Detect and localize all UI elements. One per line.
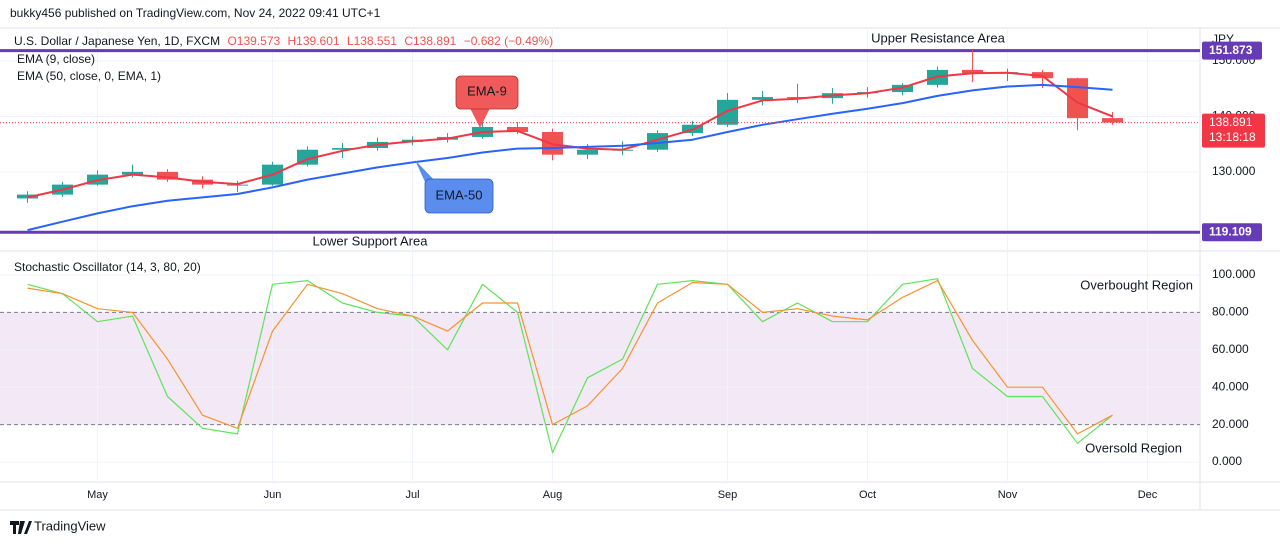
brand: TradingView: [10, 518, 106, 534]
quote: −0.682 (−0.49%): [463, 34, 554, 48]
callout-pointer: [415, 160, 436, 182]
y-tick-label: 0.000: [1212, 454, 1242, 468]
publish-note: bukky456 published on TradingView.com, N…: [10, 6, 381, 20]
candle-body: [752, 97, 773, 100]
brand-logo: [10, 521, 32, 534]
callout-ema50: EMA-50: [415, 160, 494, 214]
y-tick-label: 130.000: [1212, 164, 1256, 178]
x-tick-label: Jun: [264, 489, 282, 501]
y-tick-label: 40.000: [1212, 379, 1249, 393]
candle-body: [577, 149, 598, 155]
level-tag: [1202, 223, 1262, 242]
region-annotation: Overbought Region: [1080, 277, 1193, 292]
legend-entry: EMA (9, close): [17, 52, 96, 66]
candle-body: [122, 171, 143, 175]
last-price-tag: [1202, 113, 1265, 148]
x-tick-label: Sep: [718, 489, 738, 501]
countdown-label: 13:18:18: [1209, 130, 1256, 144]
level-tag-label: 119.109: [1209, 224, 1252, 238]
ema-line: [27, 83, 1113, 232]
candle-body: [227, 184, 248, 186]
plot: [0, 49, 1200, 454]
callout-pointer: [470, 108, 490, 128]
candle-body: [157, 171, 178, 180]
y-tick-label: 100.000: [1212, 267, 1256, 281]
level-annotation: Lower Support Area: [313, 233, 429, 248]
y-tick-label: 80.000: [1212, 305, 1249, 319]
quote: H139.601: [287, 34, 340, 48]
x-tick-label: Aug: [543, 489, 563, 501]
quote: C138.891: [404, 34, 457, 48]
x-tick-label: Oct: [859, 489, 876, 501]
quote: L138.551: [346, 34, 397, 48]
candle-body: [962, 69, 983, 74]
stoch-line: [27, 280, 1113, 435]
y-tick-label: 20.000: [1212, 417, 1249, 431]
y-tick-label: 60.000: [1212, 342, 1249, 356]
quote: O139.573: [227, 34, 281, 48]
callout-box: [455, 75, 519, 110]
legend-entry: EMA (50, close, 0, EMA, 1): [17, 69, 162, 83]
last-price-label: 138.891: [1209, 115, 1253, 129]
x-tick-label: Dec: [1138, 489, 1158, 501]
region-annotation: Oversold Region: [1085, 440, 1182, 455]
callout-text: EMA-9: [467, 83, 507, 98]
axes: 130.000140.000150.0000.00020.00040.00060…: [87, 41, 1265, 501]
x-tick-label: May: [87, 489, 108, 501]
candle-body: [1102, 118, 1123, 123]
symbol: U.S. Dollar / Japanese Yen, 1D, FXCM: [14, 34, 221, 48]
candle-body: [507, 126, 528, 132]
level-annotation: Upper Resistance Area: [871, 30, 1005, 45]
candle-body: [787, 97, 808, 99]
x-tick-label: Jul: [405, 489, 419, 501]
brand-name: TradingView: [34, 518, 106, 533]
level-tag: [1202, 41, 1262, 60]
callout-box: [424, 178, 494, 214]
level-tag-label: 151.873: [1209, 43, 1253, 57]
x-tick-label: Nov: [998, 489, 1018, 501]
band-fill: [0, 312, 1200, 425]
grid: [0, 28, 1200, 482]
callout-text: EMA-50: [436, 187, 483, 202]
callout-ema9: EMA-9: [455, 75, 519, 128]
indicator-title: Stochastic Oscillator (14, 3, 80, 20): [14, 260, 201, 274]
candle-body: [717, 99, 738, 125]
ema-line: [27, 71, 1113, 199]
legend-quote: U.S. Dollar / Japanese Yen, 1D, FXCM O13…: [14, 34, 557, 48]
candle-body: [332, 148, 353, 150]
